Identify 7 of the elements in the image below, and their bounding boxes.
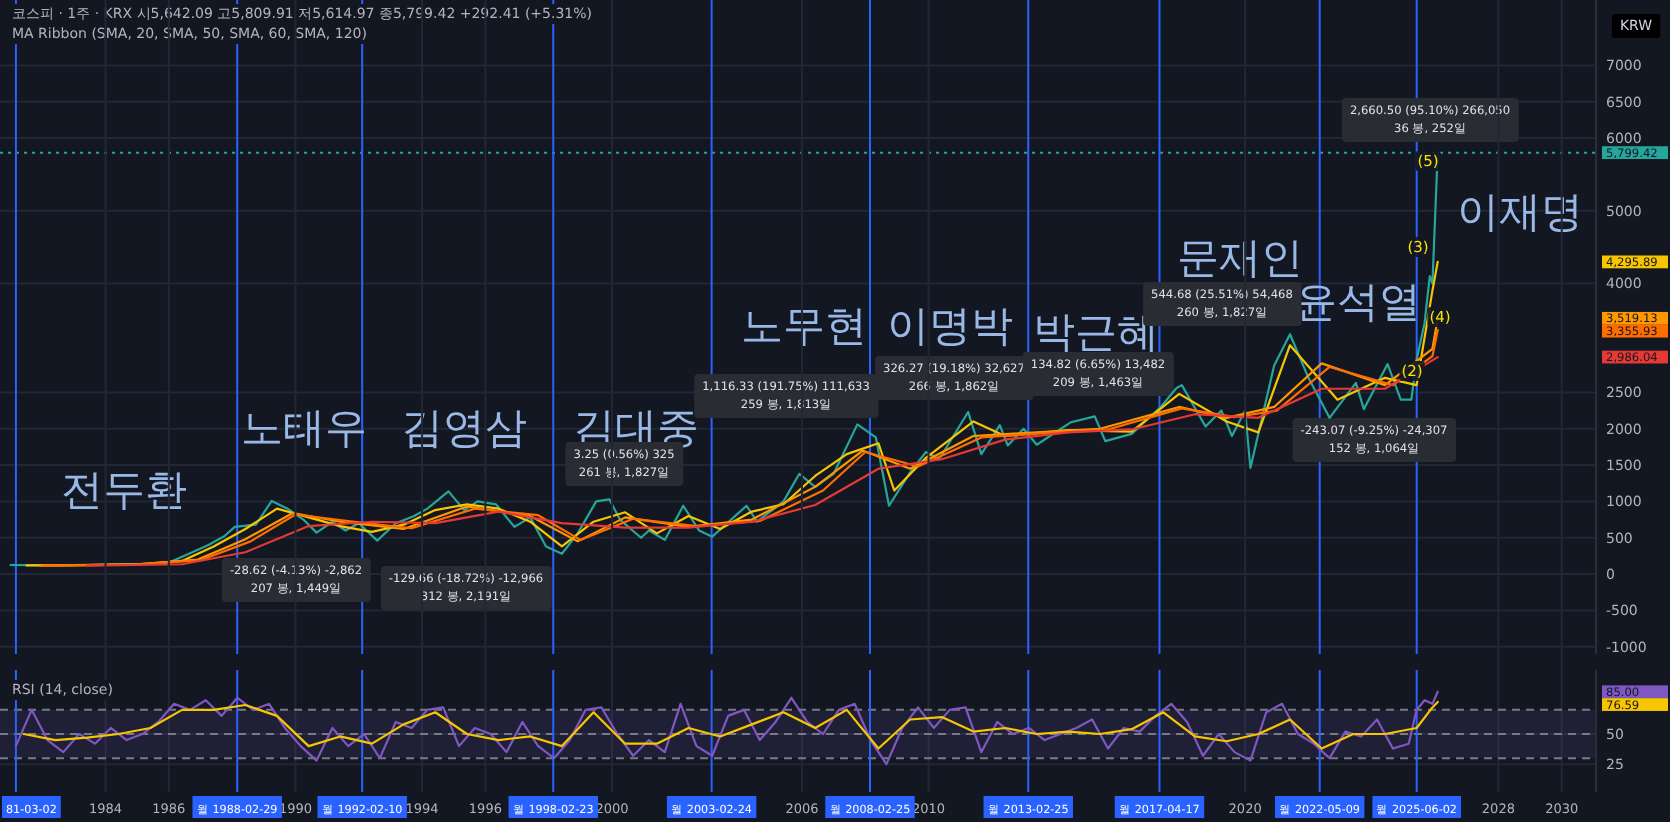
- annotation: 박근혜: [1033, 308, 1159, 356]
- annotation: 이명박: [887, 302, 1013, 350]
- annotation: 이재명: [1457, 188, 1583, 236]
- annotation: 김영삼: [401, 404, 527, 452]
- annotation: 노무현: [741, 302, 867, 350]
- annotation: 전두환: [61, 466, 187, 514]
- annotation: 문재인: [1177, 234, 1303, 282]
